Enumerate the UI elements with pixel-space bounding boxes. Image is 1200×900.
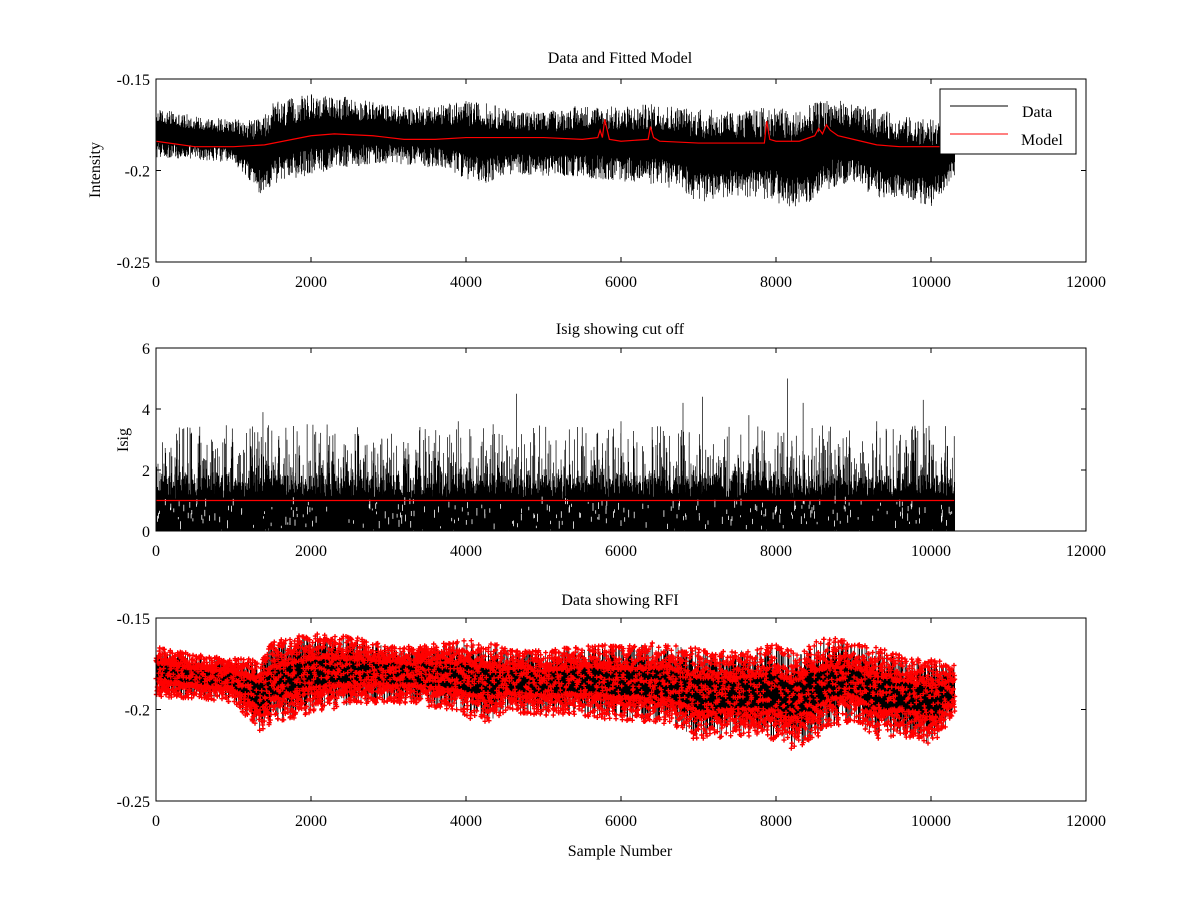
panel-2-xtick-label: 0 [152, 543, 160, 560]
panel-3-ticks: 0 2000 4000 6000 8000 10000 12000 -0.25 -0.2 -0.1… [117, 611, 1106, 830]
panel-2: Isig showing cut off 0 2000 4000 6000 8000 10… [115, 321, 1106, 560]
panel-3: Data showing RFI 0 2000 4000 6000 8000 10000 1… [117, 592, 1106, 860]
panel-1-xtick-label: 10000 [911, 274, 951, 291]
panel-3-title: Data showing RFI [561, 592, 678, 609]
panel-3-plot-layer [153, 631, 958, 751]
panel-1-title: Data and Fitted Model [548, 50, 693, 67]
panel-2-xtick-label: 6000 [605, 543, 637, 560]
panel-1-xtick-label: 2000 [295, 274, 327, 291]
panel-2-ytick-label: 0 [142, 524, 150, 541]
panel-2-title: Isig showing cut off [556, 321, 685, 338]
panel-1-ylabel: Intensity [87, 142, 104, 198]
panel-3-ytick-label: -0.2 [125, 703, 150, 720]
panel-3-xtick-label: 0 [152, 813, 160, 830]
panel-2-ytick-label: 2 [142, 463, 150, 480]
legend-box [939, 88, 1077, 155]
panel-2-plot-layer [155, 378, 956, 531]
panel-1-ytick-label: -0.2 [125, 164, 150, 181]
panel-1-model-line [155, 119, 955, 148]
panel-2-ytick-label: 6 [142, 341, 150, 358]
panel-3-xtick-label: 10000 [911, 813, 951, 830]
panel-1-xtick-label: 12000 [1066, 274, 1106, 291]
panel-1-ytick-label: -0.25 [117, 255, 150, 272]
legend: Data Model [939, 88, 1077, 155]
panel-1-xtick-label: 4000 [450, 274, 482, 291]
legend-data-label: Data [1022, 104, 1052, 121]
panel-2-xtick-label: 8000 [760, 543, 792, 560]
panel-2-isig-gaps [157, 495, 953, 530]
panel-3-xtick-label: 4000 [450, 813, 482, 830]
panel-2-xtick-label: 4000 [450, 543, 482, 560]
panel-2-xtick-label: 2000 [295, 543, 327, 560]
panel-2-ticks: 0 2000 4000 6000 8000 10000 12000 0 2 4 6 [142, 341, 1106, 560]
panel-1-ytick-label: -0.15 [117, 72, 150, 89]
panel-3-xtick-label: 2000 [295, 813, 327, 830]
panel-3-xlabel: Sample Number [568, 843, 673, 860]
panel-3-xtick-label: 12000 [1066, 813, 1106, 830]
panel-1-ticks: 0 2000 4000 6000 8000 10000 12000 -0.25 -0.2 -0.1… [117, 72, 1106, 291]
panel-1-xtick-label: 6000 [605, 274, 637, 291]
panel-1-xtick-label: 8000 [760, 274, 792, 291]
panel-3-xtick-label: 8000 [760, 813, 792, 830]
panel-2-xtick-label: 12000 [1066, 543, 1106, 560]
legend-model-label: Model [1021, 132, 1063, 149]
panel-2-ylabel: Isig [115, 428, 132, 452]
panel-1: Data and Fitted Model 0 2000 4000 6000 8000 1… [87, 50, 1106, 291]
panel-2-ytick-label: 4 [142, 402, 150, 419]
panel-2-xtick-label: 10000 [911, 543, 951, 560]
panel-1-xtick-label: 0 [152, 274, 160, 291]
panel-3-ytick-label: -0.15 [117, 611, 150, 628]
panel-3-xtick-label: 6000 [605, 813, 637, 830]
panel-3-ytick-label: -0.25 [117, 794, 150, 811]
